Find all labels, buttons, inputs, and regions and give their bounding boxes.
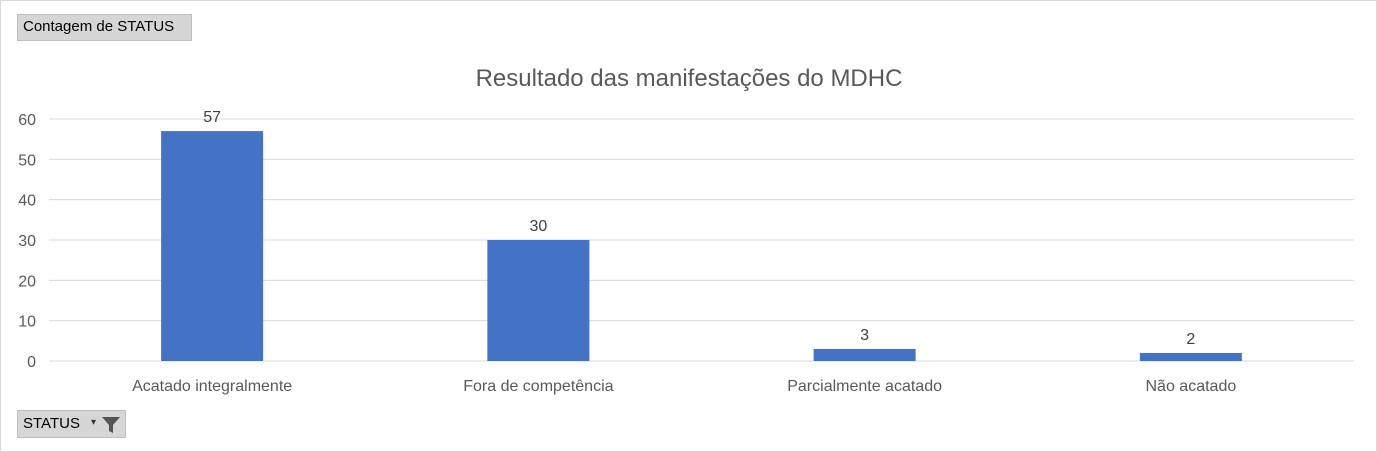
data-label: 3: [860, 327, 869, 344]
y-tick-label: 50: [18, 152, 36, 169]
values-field-button[interactable]: Contagem de STATUS: [17, 14, 192, 41]
data-label: 2: [1186, 331, 1195, 348]
axis-field-label: STATUS: [23, 415, 80, 432]
x-tick-label: Fora de competência: [463, 378, 613, 395]
y-tick-label: 0: [27, 354, 36, 371]
y-tick-label: 60: [18, 112, 36, 129]
bar-4[interactable]: [1139, 352, 1242, 361]
y-tick-label: 40: [18, 193, 36, 210]
data-labels: 57 30 3 2: [203, 109, 1195, 348]
chart-title: Resultado das manifestações do MDHC: [476, 65, 903, 92]
x-axis-labels: Acatado integralmente Fora de competência…: [132, 378, 1236, 395]
data-label: 57: [203, 109, 221, 126]
bars: [161, 131, 1242, 361]
y-tick-label: 10: [18, 314, 36, 331]
gridlines: [49, 118, 1354, 362]
values-field-label: Contagem de STATUS: [23, 18, 175, 35]
x-tick-label: Acatado integralmente: [132, 378, 292, 395]
y-tick-label: 20: [18, 273, 36, 290]
axis-field-button[interactable]: STATUS ▾: [17, 410, 126, 438]
filter-icon[interactable]: [101, 416, 121, 434]
dropdown-arrow-icon[interactable]: ▾: [91, 417, 97, 428]
bar-1[interactable]: [161, 131, 264, 361]
bar-3[interactable]: [813, 348, 916, 361]
y-axis-ticks: 0 10 20 30 40 50 60: [18, 112, 36, 371]
y-tick-label: 30: [18, 233, 36, 250]
x-tick-label: Não acatado: [1146, 378, 1237, 395]
x-tick-label: Parcialmente acatado: [787, 378, 942, 395]
data-label: 30: [529, 218, 547, 235]
bar-2[interactable]: [487, 240, 590, 361]
